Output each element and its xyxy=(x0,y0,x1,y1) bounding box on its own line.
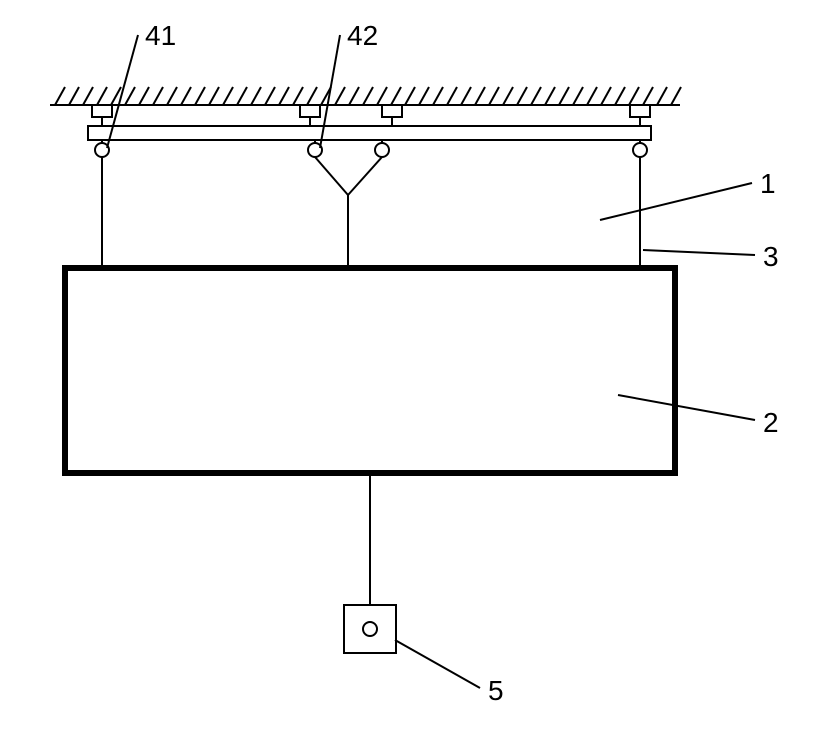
label-1: 1 xyxy=(760,168,776,199)
cables xyxy=(102,157,640,268)
label-2: 2 xyxy=(763,407,779,438)
ceiling-mounts xyxy=(92,105,650,126)
lower-box xyxy=(344,605,396,653)
label-3: 3 xyxy=(763,241,779,272)
pulleys xyxy=(95,140,647,157)
label-5: 5 xyxy=(488,675,504,706)
label-42: 42 xyxy=(347,20,378,51)
lower-circle xyxy=(363,622,377,636)
support-beam xyxy=(88,126,651,140)
ceiling-hatch xyxy=(55,87,681,105)
label-41: 41 xyxy=(145,20,176,51)
main-box xyxy=(65,268,675,473)
leader-lines xyxy=(107,35,755,688)
